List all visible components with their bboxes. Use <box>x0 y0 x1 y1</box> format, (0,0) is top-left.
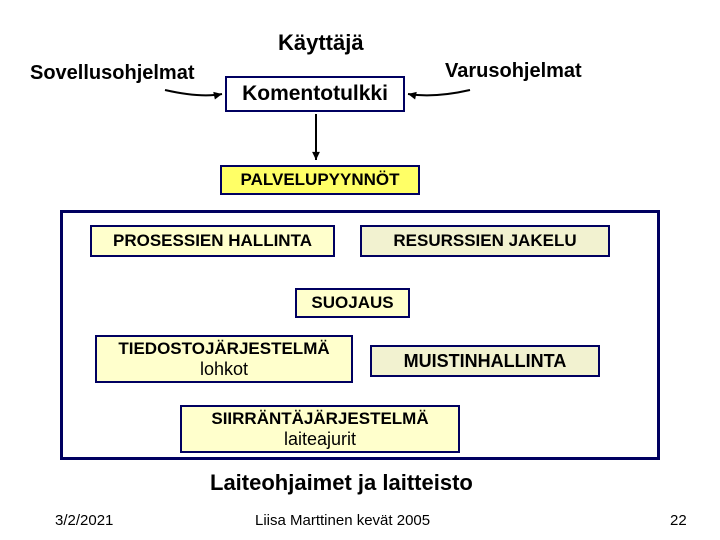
footer-date: 3/2/2021 <box>55 512 113 529</box>
footer-author: Liisa Marttinen kevät 2005 <box>255 512 430 529</box>
diagram-arrows <box>0 0 720 540</box>
footer-slide-number: 22 <box>670 512 687 529</box>
